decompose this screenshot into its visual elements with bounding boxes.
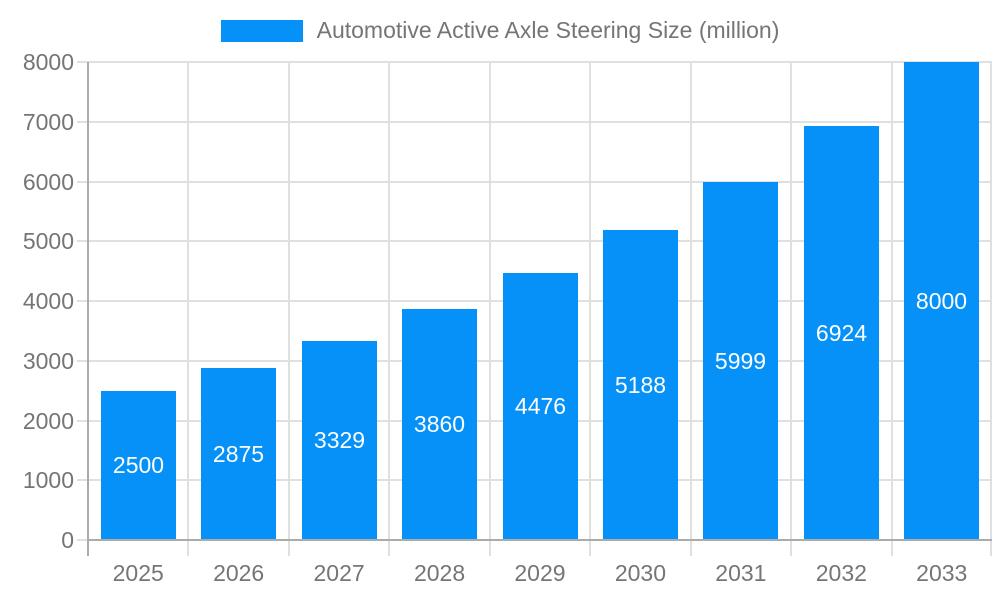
bar-value-label: 8000: [915, 287, 968, 314]
x-tick-mark: [891, 540, 893, 556]
x-gridline: [690, 62, 692, 540]
x-gridline: [388, 62, 390, 540]
bar-2026[interactable]: 2875: [201, 368, 276, 540]
y-gridline: [88, 61, 992, 63]
y-gridline: [88, 180, 992, 183]
x-tick-mark: [790, 540, 792, 556]
y-tick-label: 7000: [22, 108, 74, 135]
bar-2033[interactable]: 8000: [904, 62, 979, 540]
y-gridline: [88, 240, 992, 243]
y-tick-mark: [77, 359, 88, 362]
x-tick-label: 2025: [112, 560, 164, 586]
y-tick-label: 1000: [22, 467, 74, 494]
y-tick-mark: [77, 419, 88, 422]
x-tick-mark: [690, 540, 692, 556]
legend-swatch: [220, 19, 303, 42]
x-tick-label: 2029: [514, 560, 566, 586]
bar-value-label: 2500: [112, 452, 165, 478]
plot-area: 0 1000 2000 3000 4000 5000 6000 7000 8000 2500 202…: [23, 49, 992, 586]
y-tick-label: 0: [61, 527, 74, 553]
x-gridline: [187, 62, 189, 540]
bar-2032[interactable]: 6924: [804, 126, 879, 540]
bar-2025[interactable]: 2500: [101, 391, 176, 540]
x-tick-label: 2028: [413, 560, 466, 586]
bar-2030[interactable]: 5188: [603, 230, 678, 540]
x-tick-mark: [187, 540, 189, 556]
y-tick-label: 3000: [22, 347, 74, 374]
bar-value-label: 3329: [313, 427, 366, 453]
x-gridline: [990, 62, 992, 540]
y-tick-mark: [77, 120, 88, 123]
y-tick-label: 4000: [22, 288, 74, 314]
legend: Automotive Active Axle Steering Size (mi…: [0, 17, 1000, 44]
x-gridline: [489, 62, 491, 540]
y-tick-mark: [77, 61, 88, 63]
y-tick-label: 2000: [22, 407, 74, 434]
bar-value-label: 2875: [212, 440, 265, 467]
x-gridline: [288, 62, 290, 540]
x-axis-line: [88, 539, 992, 541]
bar-value-label: 5999: [714, 347, 767, 374]
bar-2031[interactable]: 5999: [703, 182, 778, 540]
x-gridline: [790, 62, 792, 540]
x-tick-mark: [489, 540, 491, 556]
x-tick-label: 2032: [815, 560, 867, 586]
x-gridline: [589, 62, 591, 540]
bar-2027[interactable]: 3329: [302, 341, 377, 540]
x-tick-mark: [388, 540, 390, 556]
bar-value-label: 4476: [514, 393, 567, 419]
x-tick-label: 2033: [916, 560, 968, 586]
x-tick-label: 2027: [313, 560, 365, 586]
legend-label: Automotive Active Axle Steering Size (mi…: [316, 17, 780, 43]
y-tick-mark: [77, 479, 88, 482]
bar-2029[interactable]: 4476: [503, 273, 578, 540]
bar-value-label: 6924: [815, 319, 868, 346]
x-tick-label: 2031: [715, 560, 767, 586]
y-tick-mark: [77, 539, 88, 541]
y-tick-label: 6000: [22, 168, 74, 195]
x-tick-mark: [288, 540, 290, 556]
bar-value-label: 5188: [614, 371, 667, 398]
bar-value-label: 3860: [413, 411, 466, 437]
x-gridline: [891, 62, 893, 540]
x-tick-label: 2026: [213, 560, 265, 586]
bar-2028[interactable]: 3860: [402, 309, 477, 540]
legend-item[interactable]: Automotive Active Axle Steering Size (mi…: [220, 17, 780, 44]
y-gridline: [88, 120, 992, 123]
y-tick-label: 5000: [22, 228, 74, 255]
x-tick-label: 2030: [614, 560, 667, 586]
y-tick-label: 8000: [22, 49, 74, 75]
x-tick-mark: [990, 540, 992, 556]
y-tick-mark: [77, 240, 88, 243]
y-axis-line: [87, 62, 89, 556]
x-tick-mark: [589, 540, 591, 556]
y-tick-mark: [77, 180, 88, 183]
y-tick-mark: [77, 300, 88, 302]
